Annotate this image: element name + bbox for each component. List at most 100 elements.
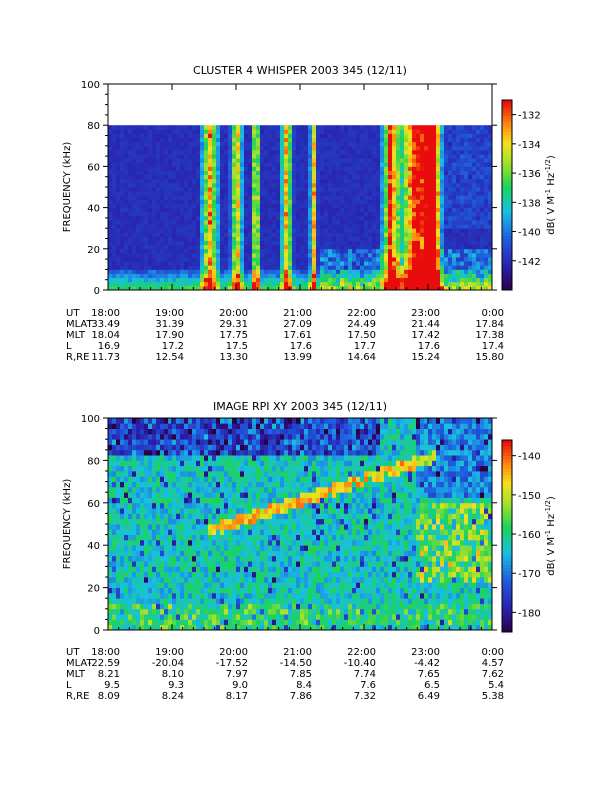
ephemeris-value: -14.50 xyxy=(280,658,312,669)
ephemeris-value: 7.74 xyxy=(354,669,376,680)
ephemeris-value: 5.38 xyxy=(482,691,504,702)
ephemeris-value: 13.30 xyxy=(219,352,248,363)
ephemeris-value: 4.57 xyxy=(482,658,504,669)
ephemeris-value: 9.3 xyxy=(168,680,184,691)
ephemeris-value: 31.39 xyxy=(155,319,184,330)
ephemeris-value: 17.7 xyxy=(354,341,376,352)
ephemeris-value: 17.5 xyxy=(226,341,248,352)
y-tick-label: 20 xyxy=(87,584,100,595)
ephemeris-value: 0:00 xyxy=(482,308,504,319)
ephemeris-value: 7.6 xyxy=(360,680,376,691)
ephemeris-value: -10.40 xyxy=(344,658,376,669)
ephemeris-value: 7.65 xyxy=(418,669,440,680)
colorbar-tick-label: -150 xyxy=(518,491,541,502)
ephemeris-row-label: UT xyxy=(66,308,80,319)
ephemeris-value: 12.54 xyxy=(155,352,184,363)
ephemeris-value: 6.49 xyxy=(418,691,440,702)
ephemeris-value: 17.90 xyxy=(155,330,184,341)
ephemeris-value: 18:00 xyxy=(91,308,120,319)
ephemeris-value: 22:00 xyxy=(347,308,376,319)
colorbar-tick-label: -180 xyxy=(518,608,541,619)
ephemeris-value: -4.42 xyxy=(414,658,440,669)
y-tick-label: 100 xyxy=(81,80,100,91)
ephemeris-value: 17.2 xyxy=(162,341,184,352)
ephemeris-value: 19:00 xyxy=(155,647,184,658)
ephemeris-row-label: MLAT xyxy=(66,319,93,330)
y-tick-label: 0 xyxy=(94,286,100,297)
ephemeris-value: 7.85 xyxy=(290,669,312,680)
ephemeris-value: 11.73 xyxy=(91,352,120,363)
svg-text:dB( V M-1 Hz-1/2): dB( V M-1 Hz-1/2) xyxy=(544,155,557,235)
ephemeris-value: 22:00 xyxy=(347,647,376,658)
y-tick-label: 40 xyxy=(87,204,100,215)
ephemeris-value: 8.4 xyxy=(296,680,312,691)
ephemeris-row-label: MLT xyxy=(66,330,86,341)
ephemeris-value: 7.62 xyxy=(482,669,504,680)
ephemeris-value: 15.80 xyxy=(475,352,504,363)
ephemeris-value: 17.38 xyxy=(475,330,504,341)
ephemeris-value: 17.6 xyxy=(418,341,440,352)
colorbar-tick-label: -134 xyxy=(518,140,541,151)
chart-title: IMAGE RPI XY 2003 345 (12/11) xyxy=(213,400,387,413)
y-tick-label: 80 xyxy=(87,456,100,467)
y-tick-label: 60 xyxy=(87,499,100,510)
colorbar-tick-label: -170 xyxy=(518,569,541,580)
ephemeris-value: 8.17 xyxy=(226,691,248,702)
colorbar: -140 -150 -160 -170 -180 dB( V M-1 Hz-1/2) xyxy=(502,440,557,633)
ephemeris-value: 7.86 xyxy=(290,691,312,702)
colorbar-tick-label: -132 xyxy=(518,111,541,122)
ephemeris-value: 23:00 xyxy=(411,308,440,319)
y-tick-label: 80 xyxy=(87,121,100,132)
ephemeris-value: 27.09 xyxy=(283,319,312,330)
ephemeris-value: 21.44 xyxy=(411,319,440,330)
colorbar-label: dB( V M-1 Hz-1/2) xyxy=(544,496,557,576)
colorbar-tick-label: -138 xyxy=(518,198,541,209)
ephemeris-value: 20:00 xyxy=(219,308,248,319)
ephemeris-value: 8.21 xyxy=(98,669,120,680)
spectrogram xyxy=(108,418,492,630)
ephemeris-row-label: R,RE xyxy=(66,691,89,702)
ephemeris-value: 7.97 xyxy=(226,669,248,680)
ephemeris-value: 18:00 xyxy=(91,647,120,658)
ephemeris-row-label: L xyxy=(66,680,72,691)
ephemeris-value: 13.99 xyxy=(283,352,312,363)
y-axis-label: FREQUENCY (kHz) xyxy=(62,479,73,570)
y-axis-label: FREQUENCY (kHz) xyxy=(62,142,73,233)
y-tick-label: 60 xyxy=(87,162,100,173)
ephemeris-value: 14.64 xyxy=(347,352,376,363)
colorbar-tick-label: -160 xyxy=(518,530,541,541)
ephemeris-value: 21:00 xyxy=(283,647,312,658)
ephemeris-row-label: UT xyxy=(66,647,80,658)
ephemeris-value: 33.49 xyxy=(91,319,120,330)
ephemeris-value: 20:00 xyxy=(219,647,248,658)
chart-panel-1: CLUSTER 4 WHISPER 2003 345 (12/11)020406… xyxy=(62,64,557,363)
ephemeris-value: 21:00 xyxy=(283,308,312,319)
ephemeris-value: 16.9 xyxy=(98,341,120,352)
ephemeris-row-label: L xyxy=(66,341,72,352)
ephemeris-row-label: R,RE xyxy=(66,352,89,363)
y-tick-label: 40 xyxy=(87,541,100,552)
y-tick-label: 20 xyxy=(87,245,100,256)
ephemeris-value: 8.09 xyxy=(98,691,120,702)
spectrogram xyxy=(108,125,492,290)
ephemeris-value: 17.50 xyxy=(347,330,376,341)
colorbar-tick-label: -140 xyxy=(518,452,541,463)
colorbar-tick-label: -140 xyxy=(518,228,541,239)
ephemeris-value: 23:00 xyxy=(411,647,440,658)
ephemeris-value: 9.5 xyxy=(104,680,120,691)
ephemeris-value: 17.4 xyxy=(482,341,504,352)
ephemeris-value: -22.59 xyxy=(88,658,120,669)
ephemeris-value: 9.0 xyxy=(232,680,248,691)
ephemeris-value: 17.75 xyxy=(219,330,248,341)
ephemeris-value: -17.52 xyxy=(216,658,248,669)
colorbar-tick-label: -142 xyxy=(518,257,541,268)
ephemeris-value: 5.4 xyxy=(488,680,504,691)
ephemeris-value: 6.5 xyxy=(424,680,440,691)
ephemeris-value: -20.04 xyxy=(152,658,184,669)
y-tick-label: 0 xyxy=(94,626,100,637)
ephemeris-value: 24.49 xyxy=(347,319,376,330)
